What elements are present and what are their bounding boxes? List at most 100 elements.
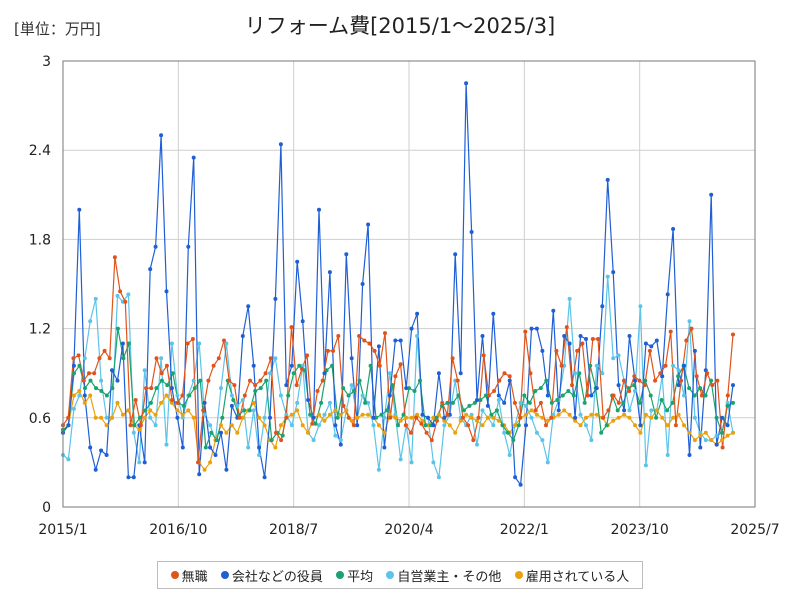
data-point	[456, 393, 461, 398]
data-point	[403, 423, 408, 428]
data-point	[351, 423, 356, 428]
data-point	[594, 412, 599, 417]
data-point	[213, 453, 218, 457]
data-point	[556, 412, 561, 417]
data-point	[324, 368, 329, 373]
data-point	[522, 393, 527, 398]
data-point	[224, 467, 229, 472]
data-point	[137, 427, 142, 432]
y-tick-label: 1.8	[29, 232, 51, 248]
data-point	[518, 482, 523, 487]
data-point	[611, 418, 616, 423]
data-point	[170, 371, 175, 376]
data-point	[648, 393, 653, 398]
data-point	[676, 412, 681, 417]
data-point	[483, 393, 488, 398]
data-point	[682, 363, 686, 368]
data-point	[382, 430, 387, 435]
data-point	[133, 398, 138, 402]
data-point	[671, 363, 676, 368]
legend-item-company-officer: 会社などの役員	[220, 566, 323, 585]
data-point	[246, 304, 251, 309]
data-point	[426, 415, 430, 420]
data-point	[731, 383, 735, 388]
data-point	[99, 378, 104, 383]
data-point	[442, 423, 447, 428]
data-point	[507, 453, 512, 457]
data-point	[409, 460, 414, 465]
data-point	[164, 393, 169, 398]
data-point	[638, 430, 643, 435]
data-point	[671, 227, 676, 231]
data-point	[469, 412, 474, 417]
data-point	[453, 252, 458, 257]
data-point	[66, 423, 71, 428]
data-point	[262, 475, 267, 480]
data-point	[383, 331, 387, 336]
data-point	[502, 371, 507, 376]
data-point	[315, 389, 320, 393]
data-point	[578, 412, 583, 417]
data-point	[414, 415, 419, 420]
data-point	[616, 353, 621, 358]
data-point	[458, 418, 463, 423]
data-point	[409, 430, 413, 435]
data-point	[720, 438, 725, 443]
data-point	[676, 368, 681, 373]
data-point	[104, 393, 109, 398]
data-point	[575, 348, 580, 353]
data-point	[588, 363, 593, 368]
data-point	[273, 296, 278, 301]
data-point	[698, 445, 703, 450]
data-point	[653, 378, 658, 383]
data-point	[360, 282, 365, 286]
data-point	[71, 406, 76, 411]
data-point	[580, 341, 585, 346]
data-point	[556, 408, 561, 413]
data-point	[485, 415, 490, 420]
data-point	[331, 348, 336, 353]
data-point	[300, 423, 305, 428]
data-point	[211, 363, 216, 368]
data-point	[621, 400, 626, 405]
data-point	[186, 244, 191, 249]
data-point	[88, 319, 93, 324]
data-point	[496, 393, 501, 398]
data-point	[622, 378, 626, 383]
data-point	[475, 398, 479, 402]
data-point	[573, 418, 578, 423]
data-point	[242, 408, 247, 413]
data-point	[643, 378, 648, 383]
series-line-1	[62, 83, 734, 487]
data-point	[605, 274, 610, 279]
data-point	[126, 408, 131, 413]
data-point	[496, 398, 501, 402]
data-point	[153, 423, 158, 428]
data-point	[349, 356, 354, 361]
data-point	[66, 457, 71, 462]
data-point	[82, 356, 87, 361]
data-point	[209, 430, 214, 435]
data-point	[333, 433, 338, 438]
data-point	[192, 386, 197, 391]
data-point	[363, 400, 368, 405]
data-point	[175, 400, 180, 405]
data-point	[637, 400, 642, 405]
data-point	[440, 400, 445, 405]
data-point	[668, 329, 673, 334]
data-point	[268, 415, 272, 420]
data-point	[349, 418, 354, 423]
data-point	[435, 418, 439, 423]
data-point	[551, 412, 556, 417]
data-point	[346, 393, 351, 398]
x-tick-label: 2016/10	[149, 522, 207, 538]
data-point	[148, 267, 153, 272]
data-point	[409, 326, 414, 331]
data-point	[419, 421, 424, 426]
data-point	[360, 393, 365, 398]
data-point	[153, 412, 158, 417]
data-point	[606, 408, 611, 413]
data-point	[464, 81, 469, 86]
data-point	[516, 423, 521, 428]
x-tick-label: 2015/1	[38, 522, 87, 538]
